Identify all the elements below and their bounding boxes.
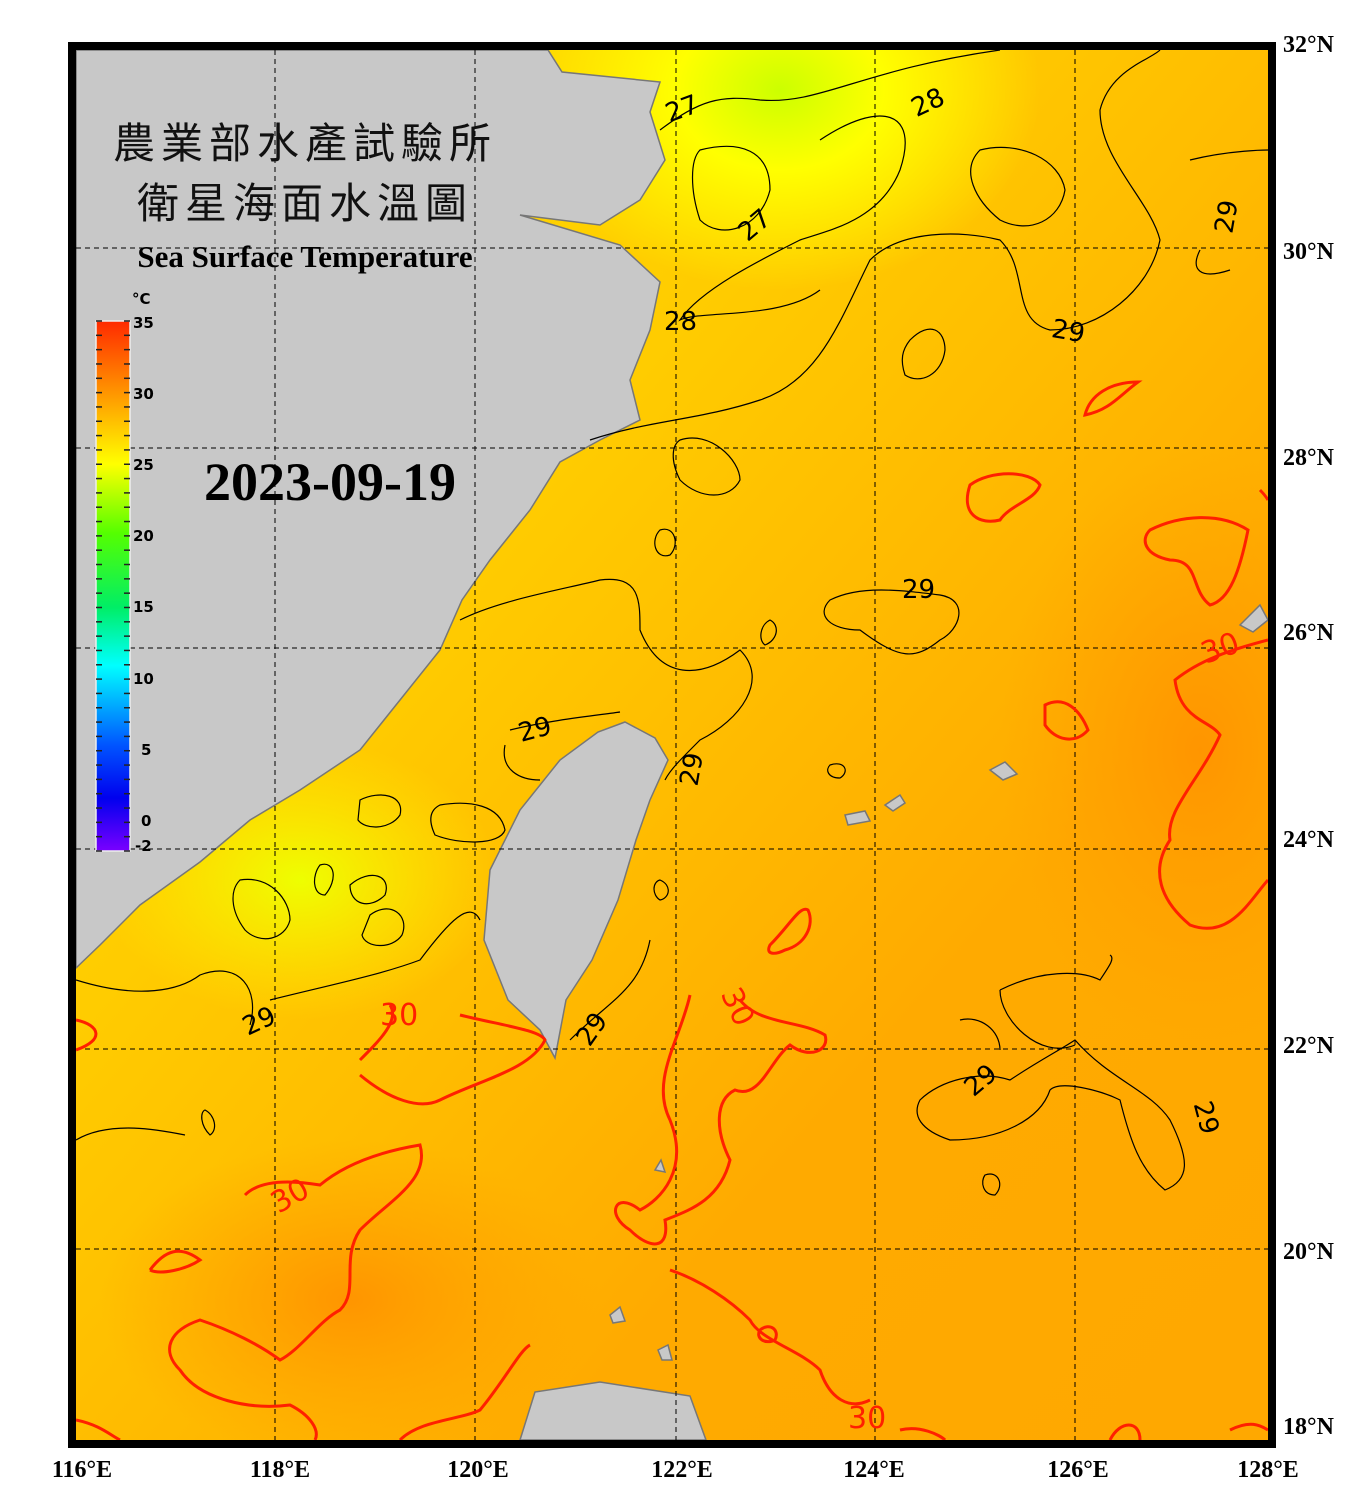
contours-30 [76, 380, 1268, 1440]
lon-label: 128°E [1237, 1457, 1299, 1483]
longitude-labels: 116°E 118°E 120°E 122°E 124°E 126°E 128°… [52, 1457, 1299, 1483]
graticule [76, 50, 1268, 1440]
lat-label: 22°N [1283, 1033, 1335, 1059]
date-label: 2023-09-19 [204, 452, 456, 512]
lat-label: 18°N [1283, 1414, 1335, 1440]
colorbar-tick: 0 [141, 812, 151, 830]
lat-label: 20°N [1283, 1239, 1335, 1265]
contour-label: 29 [1210, 198, 1245, 236]
lat-label: 26°N [1283, 620, 1335, 646]
lon-label: 124°E [843, 1457, 905, 1483]
warm-water-east [1000, 450, 1268, 1050]
contour-label: 29 [1049, 314, 1087, 349]
title-zh-line1: 農業部水產試驗所 [113, 121, 497, 168]
colorbar-gradient [95, 320, 131, 852]
colorbar-tick: 25 [133, 456, 154, 474]
colorbar-tick: -2 [135, 837, 152, 855]
latitude-labels: 32°N 30°N 28°N 26°N 24°N 22°N 20°N 18°N [1283, 32, 1335, 1440]
china-mainland [76, 50, 666, 970]
colorbar-unit: °C [132, 290, 151, 308]
lat-label: 30°N [1283, 239, 1335, 265]
colorbar-tick: 10 [133, 670, 154, 688]
contour-label-30: 30 [848, 1401, 886, 1436]
contour-label: 29 [902, 575, 935, 605]
colorbar-tick: 15 [133, 598, 154, 616]
title-zh-line2: 衛星海面水溫圖 [137, 182, 473, 228]
contour-label: 29 [675, 750, 710, 788]
lon-label: 118°E [250, 1457, 310, 1483]
colorbar-tick: 35 [133, 314, 154, 332]
contour-label: 28 [664, 307, 697, 337]
islands [609, 603, 1268, 1361]
taiwan [483, 721, 669, 1061]
colorbar-tick: 5 [141, 741, 151, 759]
luzon [519, 1381, 707, 1440]
colorbar-tick: 30 [133, 385, 154, 403]
warm-water-south [100, 1140, 600, 1440]
colorbar-tick: 20 [133, 527, 154, 545]
title-en: Sea Surface Temperature [137, 239, 472, 274]
lat-label: 28°N [1283, 445, 1335, 471]
lon-label: 126°E [1047, 1457, 1109, 1483]
lon-label: 120°E [447, 1457, 509, 1483]
lon-label: 116°E [52, 1457, 112, 1483]
lat-label: 24°N [1283, 827, 1335, 853]
contours-black [76, 50, 1268, 1196]
lat-label: 32°N [1283, 32, 1335, 58]
colorbar: °C 35 30 25 20 15 10 5 0 -2 [95, 290, 154, 855]
lon-label: 122°E [651, 1457, 713, 1483]
contour-label-30: 30 [380, 998, 418, 1033]
